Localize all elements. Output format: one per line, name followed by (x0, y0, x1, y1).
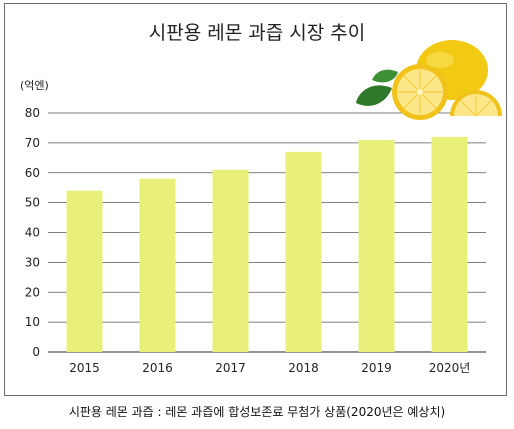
bars (66, 136, 468, 352)
x-tick-label: 2017 (215, 361, 246, 375)
bar-2020년 (431, 136, 468, 352)
y-tick-labels: 0 10 20 30 40 50 60 70 80 (25, 106, 40, 359)
chart-title: 시판용 레몬 과즙 시장 추이 (148, 22, 366, 44)
y-tick-label: 30 (25, 255, 40, 269)
y-tick-label: 0 (32, 345, 40, 359)
y-tick-label: 20 (25, 285, 40, 299)
grid-lines (48, 112, 486, 353)
x-tick-labels: 2015 2016 2017 2018 2019 2020년 (69, 361, 470, 375)
x-tick-label: 2018 (288, 361, 319, 375)
y-tick-label: 50 (25, 196, 40, 210)
y-tick-label: 40 (25, 226, 40, 240)
y-tick-label: 70 (25, 136, 40, 150)
x-tick-label: 2016 (142, 361, 173, 375)
bar-2015 (66, 190, 103, 352)
x-tick-label: 2019 (361, 361, 392, 375)
y-tick-label: 60 (25, 166, 40, 180)
y-tick-label: 10 (25, 315, 40, 329)
y-tick-label: 80 (25, 106, 40, 120)
x-tick-label: 2015 (69, 361, 100, 375)
bar-2017 (212, 169, 249, 352)
bar-2019 (358, 139, 395, 352)
footnote: 시판용 레몬 과즙 : 레몬 과즙에 합성보존료 무첨가 상품(2020년은 예… (68, 405, 446, 419)
y-axis-unit-label: (억엔) (20, 79, 49, 92)
bar-2016 (139, 178, 176, 352)
bar-2018 (285, 151, 322, 352)
lemon-illustration (356, 40, 502, 120)
x-tick-label: 2020년 (429, 361, 471, 375)
